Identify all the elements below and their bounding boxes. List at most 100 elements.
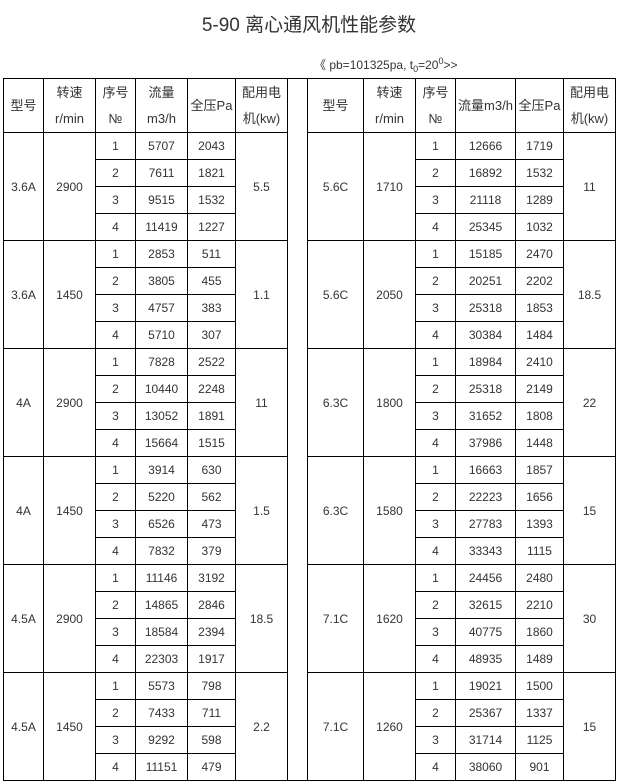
flow-cell: 31714 <box>455 726 516 754</box>
flow-cell: 27783 <box>455 510 516 538</box>
seq-cell: 4 <box>415 753 456 781</box>
pressure-cell: 2248 <box>187 375 236 403</box>
table-row: 3 13052 1891 3 31652 1808 <box>4 402 616 430</box>
pressure-cell: 1484 <box>515 321 564 349</box>
table-row: 4 11419 1227 4 25345 1032 <box>4 213 616 241</box>
table-row: 4 11151 479 4 38060 901 <box>4 753 616 781</box>
model-cell: 6.3C <box>307 456 364 565</box>
header-motor: 配用电机(kw) <box>563 78 616 133</box>
flow-cell: 48935 <box>455 645 516 673</box>
flow-cell: 18584 <box>135 618 188 646</box>
pressure-cell: 1337 <box>515 699 564 727</box>
speed-cell: 1620 <box>363 564 416 673</box>
table-row: 4 7832 379 4 33343 1115 <box>4 537 616 565</box>
flow-cell: 7433 <box>135 699 188 727</box>
seq-cell: 2 <box>415 699 456 727</box>
flow-cell: 22303 <box>135 645 188 673</box>
pressure-cell: 1808 <box>515 402 564 430</box>
header-flow: 流量m3/h <box>135 78 188 133</box>
column-gap <box>287 78 308 781</box>
flow-cell: 16663 <box>455 456 516 484</box>
pressure-cell: 383 <box>187 294 236 322</box>
header-seq: 序号№ <box>95 78 136 133</box>
seq-cell: 4 <box>95 321 136 349</box>
flow-cell: 7832 <box>135 537 188 565</box>
speed-cell: 1450 <box>43 456 96 565</box>
flow-cell: 3914 <box>135 456 188 484</box>
pressure-cell: 2470 <box>515 240 564 268</box>
speed-cell: 2900 <box>43 564 96 673</box>
pressure-cell: 798 <box>187 672 236 700</box>
pressure-cell: 1891 <box>187 402 236 430</box>
pressure-cell: 598 <box>187 726 236 754</box>
flow-cell: 25367 <box>455 699 516 727</box>
header-row: 型号 转速r/min 序号№ 流量m3/h 全压Pa 配用电机(kw) 型号 转速r/min 序… <box>3 78 616 781</box>
seq-cell: 1 <box>415 672 456 700</box>
flow-cell: 16892 <box>455 159 516 187</box>
flow-cell: 31652 <box>455 402 516 430</box>
speed-cell: 1450 <box>43 240 96 349</box>
seq-cell: 3 <box>415 726 456 754</box>
flow-cell: 20251 <box>455 267 516 295</box>
flow-cell: 40775 <box>455 618 516 646</box>
flow-cell: 5710 <box>135 321 188 349</box>
table-row: 3.6A 1450 1 2853 511 1.1 5.6C 2050 1 15185 2470 18.… <box>3 240 616 349</box>
pressure-cell: 2846 <box>187 591 236 619</box>
flow-cell: 11146 <box>135 564 188 592</box>
pressure-cell: 2210 <box>515 591 564 619</box>
page-title: 5-90 离心通风机性能参数 <box>201 15 417 36</box>
seq-cell: 1 <box>415 132 456 160</box>
table-row: 2 14865 2846 2 32615 2210 <box>4 591 616 619</box>
flow-cell: 30384 <box>455 321 516 349</box>
pressure-cell: 2043 <box>187 132 236 160</box>
seq-cell: 1 <box>95 240 136 268</box>
flow-cell: 9292 <box>135 726 188 754</box>
seq-cell: 2 <box>95 699 136 727</box>
table-row: 3.6A 2900 1 5707 2043 5.5 5.6C 1710 1 12666 1719 11 <box>3 132 616 241</box>
model-cell: 4.5A <box>3 564 44 673</box>
motor-cell: 22 <box>563 348 616 457</box>
speed-cell: 1800 <box>363 348 416 457</box>
flow-cell: 24456 <box>455 564 516 592</box>
model-cell: 4A <box>3 348 44 457</box>
motor-cell: 11 <box>235 348 288 457</box>
flow-cell: 19021 <box>455 672 516 700</box>
motor-cell: 30 <box>563 564 616 673</box>
seq-cell: 1 <box>415 564 456 592</box>
pressure-cell: 473 <box>187 510 236 538</box>
header-pressure: 全压Pa <box>515 78 564 133</box>
pressure-cell: 1489 <box>515 645 564 673</box>
model-cell: 4.5A <box>3 672 44 781</box>
seq-cell: 2 <box>95 375 136 403</box>
pressure-cell: 562 <box>187 483 236 511</box>
flow-cell: 9515 <box>135 186 188 214</box>
flow-cell: 15664 <box>135 429 188 457</box>
seq-cell: 1 <box>415 456 456 484</box>
seq-cell: 3 <box>415 402 456 430</box>
flow-cell: 10440 <box>135 375 188 403</box>
pressure-cell: 3192 <box>187 564 236 592</box>
model-cell: 3.6A <box>3 240 44 349</box>
motor-cell: 5.5 <box>235 132 288 241</box>
flow-cell: 2853 <box>135 240 188 268</box>
flow-cell: 22223 <box>455 483 516 511</box>
pressure-cell: 630 <box>187 456 236 484</box>
model-cell: 4A <box>3 456 44 565</box>
model-cell: 5.6C <box>307 240 364 349</box>
pressure-cell: 511 <box>187 240 236 268</box>
seq-cell: 2 <box>415 591 456 619</box>
cond-sub: 0 <box>413 64 419 74</box>
table-row: 4A 2900 1 7828 2522 11 6.3C 1800 1 18984 2410 22 <box>3 348 616 457</box>
header-pressure: 全压Pa <box>187 78 236 133</box>
speed-cell: 2900 <box>43 348 96 457</box>
seq-cell: 1 <box>95 564 136 592</box>
table-row: 2 5220 562 2 22223 1656 <box>4 483 616 511</box>
table-row: 4.5A 2900 1 11146 3192 18.5 7.1C 1620 1 24456 2480… <box>3 564 616 673</box>
speed-cell: 1260 <box>363 672 416 781</box>
seq-cell: 1 <box>415 240 456 268</box>
table-row: 3 18584 2394 3 40775 1860 <box>4 618 616 646</box>
header-model: 型号 <box>307 78 364 133</box>
seq-cell: 2 <box>415 267 456 295</box>
flow-cell: 13052 <box>135 402 188 430</box>
seq-cell: 4 <box>415 645 456 673</box>
